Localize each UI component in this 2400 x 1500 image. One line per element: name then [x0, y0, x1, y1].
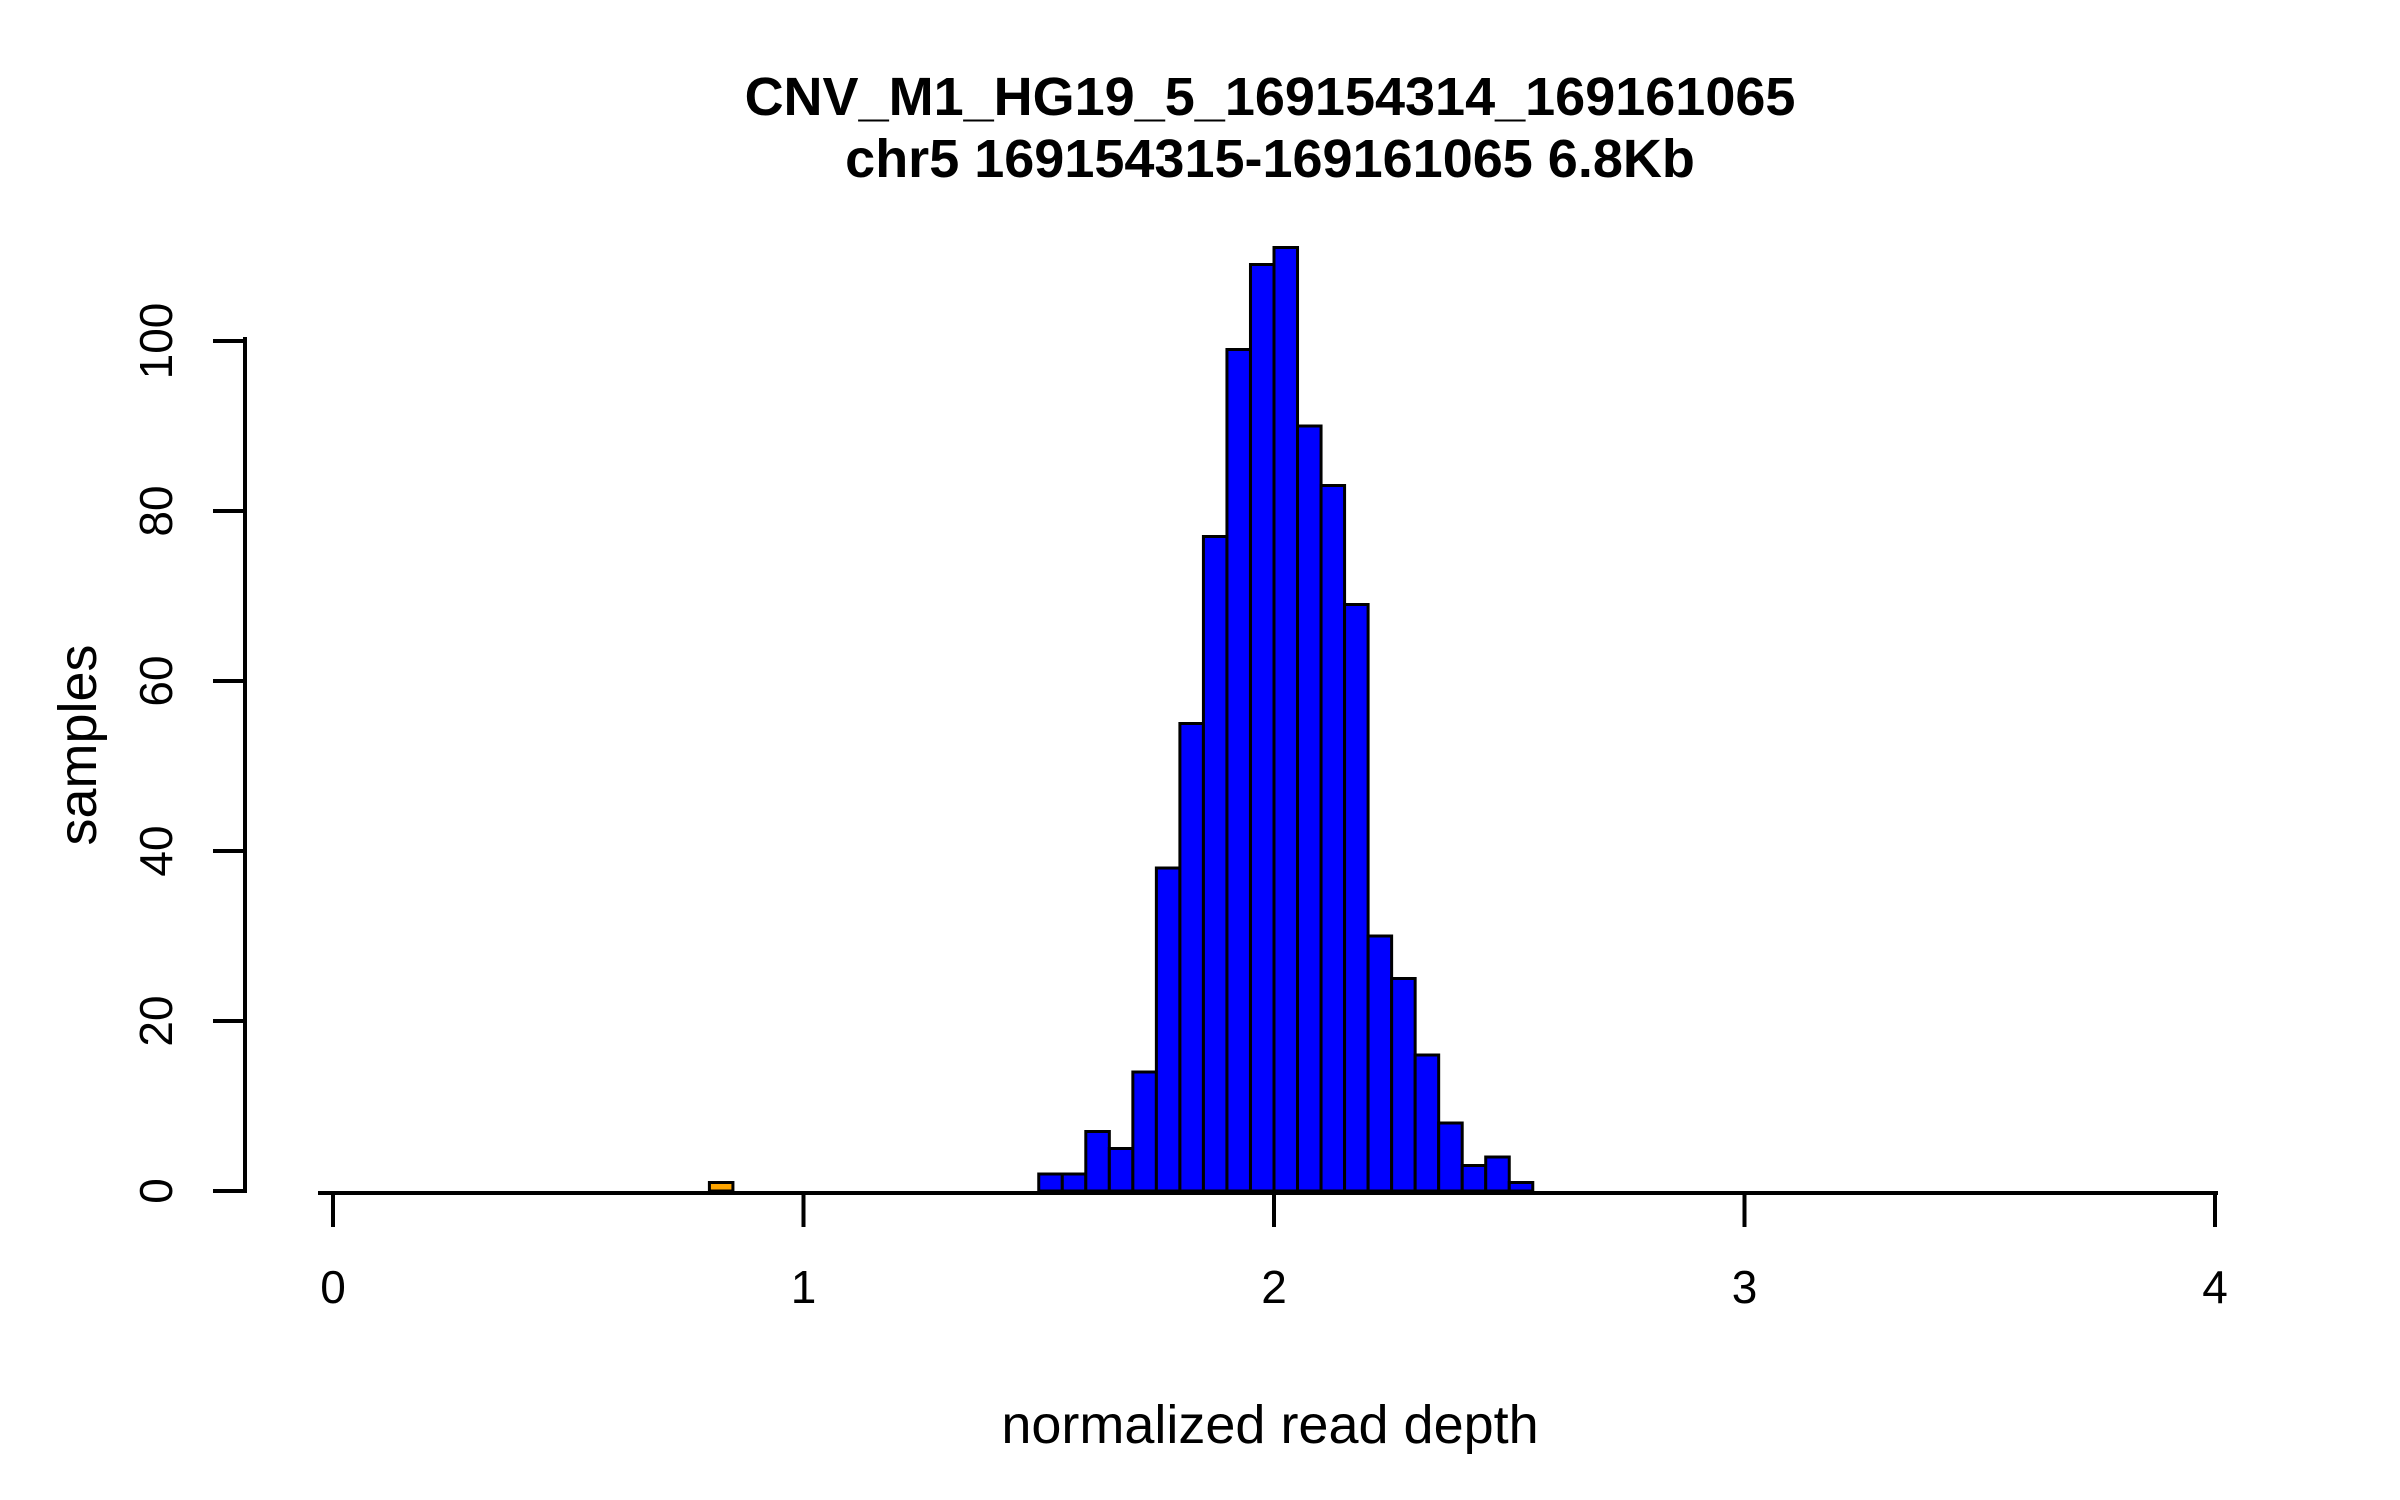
y-axis-tick-label: 100: [130, 303, 182, 380]
histogram-bar: [1390, 977, 1417, 1193]
x-axis-tick-label: 1: [791, 1261, 817, 1313]
x-axis-tick-label: 4: [2202, 1261, 2228, 1313]
histogram-bar: [1272, 246, 1300, 1193]
y-axis-tick-label: 20: [130, 995, 182, 1046]
histogram-bar: [1460, 1164, 1488, 1193]
y-axis-tick-label: 40: [130, 825, 182, 876]
histogram-bar: [1154, 866, 1182, 1193]
x-axis-tick-label: 2: [1261, 1261, 1287, 1313]
y-axis-tick-label: 0: [130, 1178, 182, 1204]
histogram-bar: [1225, 348, 1252, 1193]
histogram-bar: [1107, 1147, 1135, 1193]
histogram-bar: [1084, 1130, 1111, 1193]
y-axis-tick-label: 80: [130, 485, 182, 536]
x-axis-tick-label: 0: [320, 1261, 346, 1313]
histogram-bar: [1037, 1172, 1064, 1193]
chart-title-line1: CNV_M1_HG19_5_169154314_169161065: [744, 67, 1796, 127]
histogram-bar: [1366, 934, 1394, 1193]
y-axis-tick-label: 60: [130, 655, 182, 706]
histogram-bar: [1484, 1155, 1511, 1193]
histogram-bar: [707, 1181, 735, 1193]
x-axis-title: normalized read depth: [1001, 1395, 1539, 1455]
histogram-bar: [1201, 535, 1229, 1193]
histogram-bar: [1319, 484, 1347, 1193]
histogram-bar: [1437, 1121, 1464, 1193]
x-axis-tick-label: 3: [1732, 1261, 1758, 1313]
histogram-bar: [1178, 722, 1205, 1193]
chart-title-line2: chr5 169154315-169161065 6.8Kb: [845, 129, 1695, 189]
chart-title: CNV_M1_HG19_5_169154314_169161065 chr5 1…: [270, 66, 2270, 190]
histogram-bar: [1343, 603, 1370, 1193]
histogram-bar: [1131, 1070, 1158, 1193]
histogram-bar: [1060, 1172, 1088, 1193]
histogram-bar: [1413, 1053, 1441, 1193]
histogram-bar: [1507, 1181, 1535, 1193]
histogram-bar: [1296, 424, 1323, 1193]
histogram-bar: [1248, 263, 1276, 1193]
y-axis-title: samples: [48, 644, 108, 846]
